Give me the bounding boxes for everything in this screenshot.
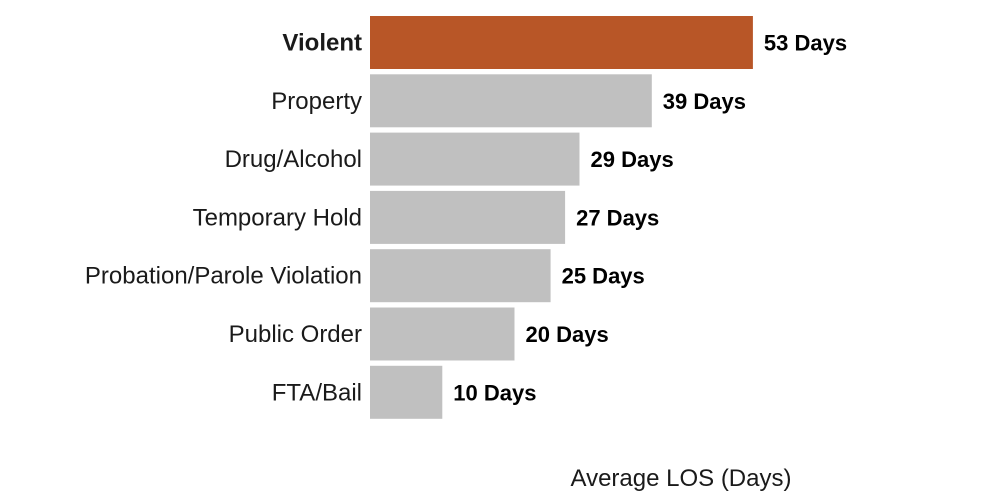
bar-violent <box>370 16 753 69</box>
category-label-violent: Violent <box>282 30 362 57</box>
value-label-fta-bail: 10 Days <box>453 380 536 405</box>
value-labels-group: 53 Days 39 Days 29 Days 27 Days 25 Days 20 Da… <box>453 31 847 406</box>
bar-public-order <box>370 307 515 361</box>
bar-probation-parole-violation <box>370 249 551 303</box>
category-label-public-order: Public Order <box>229 321 362 348</box>
value-label-violent: 53 Days <box>764 31 847 56</box>
bars-group <box>370 16 753 419</box>
category-label-fta-bail: FTA/Bail <box>272 379 362 406</box>
bar-temporary-hold <box>370 190 566 244</box>
category-label-probation-parole-violation: Probation/Parole Violation <box>85 263 362 290</box>
category-labels-group: Violent Property Drug/Alcohol Temporary Hol… <box>85 30 362 407</box>
bar-drug-alcohol <box>370 132 580 186</box>
value-label-temporary-hold: 27 Days <box>576 205 659 230</box>
category-label-property: Property <box>271 88 362 115</box>
category-label-temporary-hold: Temporary Hold <box>193 204 362 231</box>
category-label-drug-alcohol: Drug/Alcohol <box>225 146 362 173</box>
bar-property <box>370 74 652 128</box>
value-label-probation-parole-violation: 25 Days <box>562 264 645 289</box>
value-label-drug-alcohol: 29 Days <box>591 147 674 172</box>
x-axis-title: Average LOS (Days) <box>571 465 792 492</box>
value-label-property: 39 Days <box>663 89 746 114</box>
bar-fta-bail <box>370 365 443 419</box>
value-label-public-order: 20 Days <box>526 322 609 347</box>
